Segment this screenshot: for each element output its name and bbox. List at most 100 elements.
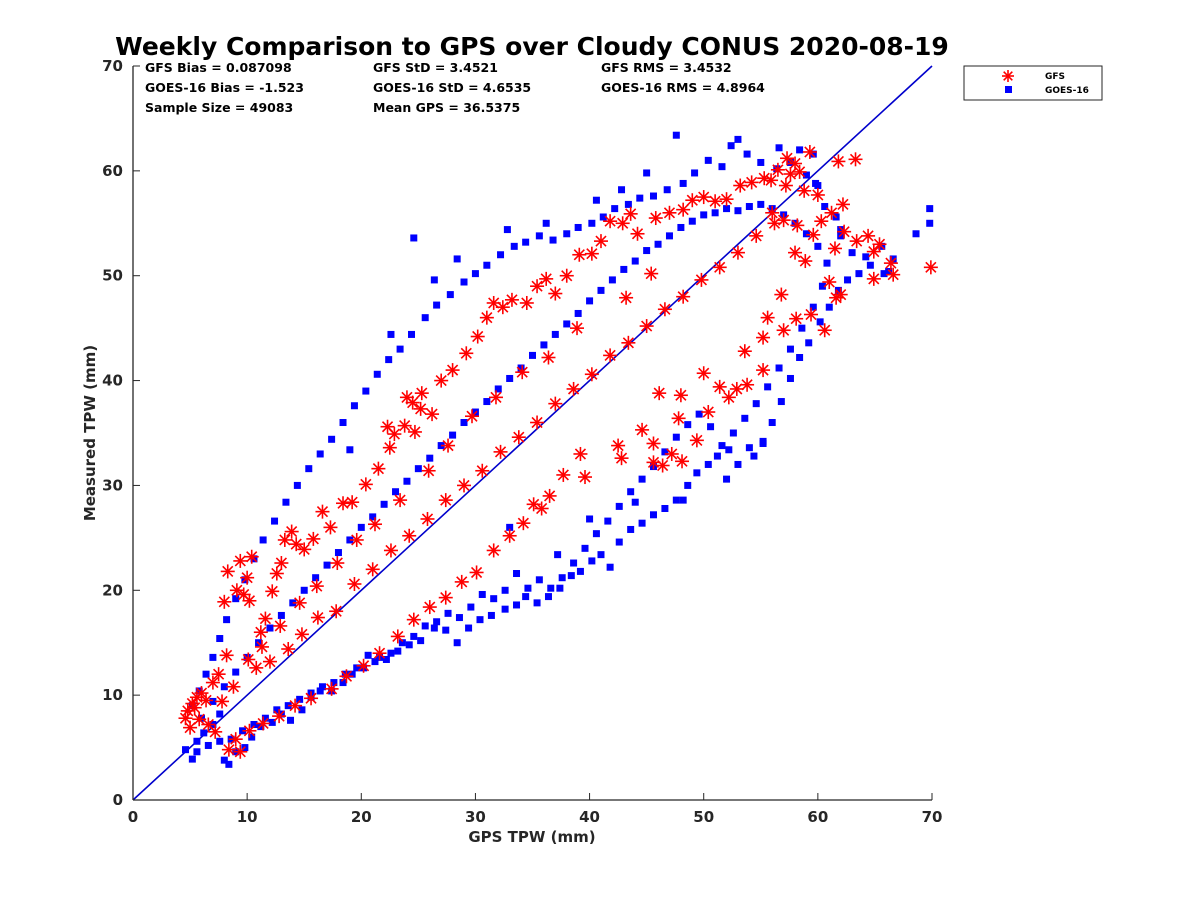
gfs-point <box>530 279 545 294</box>
goes16-point <box>200 729 208 737</box>
y-tick-label: 40 <box>102 372 123 390</box>
gfs-point <box>603 348 618 363</box>
goes16-point <box>734 207 742 215</box>
goes16-point <box>638 519 646 527</box>
goes16-point <box>679 179 687 187</box>
gfs-point <box>737 344 752 359</box>
goes16-point <box>282 498 290 506</box>
x-axis-label: GPS TPW (mm) <box>468 828 595 846</box>
gfs-point <box>269 566 284 581</box>
goes16-point <box>421 314 429 322</box>
x-tick-label: 30 <box>465 808 486 826</box>
gfs-point <box>493 444 508 459</box>
goes16-point <box>506 374 514 382</box>
gfs-point <box>438 590 453 605</box>
goes16-point <box>430 624 438 632</box>
goes16-point <box>316 687 324 695</box>
goes16-point <box>581 544 589 552</box>
goes16-point <box>483 398 491 406</box>
goes16-point <box>364 651 372 659</box>
gfs-point <box>817 323 832 338</box>
gfs-point <box>329 604 344 619</box>
goes16-point <box>818 282 826 290</box>
chart-title: Weekly Comparison to GPS over Cloudy CON… <box>115 32 949 61</box>
gfs-point <box>349 532 364 547</box>
goes16-point <box>768 419 776 427</box>
gfs-point <box>194 686 209 701</box>
goes16-point <box>296 695 304 703</box>
goes16-point <box>798 324 806 332</box>
goes16-point <box>433 618 441 626</box>
gfs-point <box>324 681 339 696</box>
legend: GFS GOES-16 <box>963 65 1103 101</box>
gfs-point <box>780 151 795 166</box>
goes16-point <box>232 595 240 603</box>
gfs-point <box>220 564 235 579</box>
goes16-point <box>513 601 521 609</box>
gfs-point <box>413 401 428 416</box>
gfs-point <box>390 629 405 644</box>
y-tick-label: 20 <box>102 581 123 599</box>
goes16-point <box>318 683 326 691</box>
goes16-point <box>727 142 735 150</box>
legend-box <box>963 65 1103 101</box>
goes16-point <box>387 330 395 338</box>
gfs-point <box>273 618 288 633</box>
goes16-point <box>501 605 509 613</box>
goes16-point <box>261 714 269 722</box>
goes16-point <box>661 504 669 512</box>
gfs-point <box>765 205 780 220</box>
gfs-point <box>382 440 397 455</box>
gfs-point <box>662 205 677 220</box>
goes16-point <box>704 460 712 468</box>
goes16-point <box>223 616 231 624</box>
goes16-point <box>410 234 418 242</box>
gfs-point <box>712 260 727 275</box>
goes16-point <box>606 563 614 571</box>
gfs-point <box>470 329 485 344</box>
goes16-point <box>677 223 685 231</box>
gfs-point <box>304 691 319 706</box>
goes16-point <box>216 710 224 718</box>
goes16-point <box>718 442 726 450</box>
gfs-point <box>611 438 626 453</box>
goes16-point <box>608 276 616 284</box>
goes16-point <box>695 410 703 418</box>
goes16-point <box>718 163 726 171</box>
gfs-point <box>806 227 821 242</box>
goes16-point <box>570 559 578 567</box>
goes16-point <box>713 452 721 460</box>
legend-gfs-label: GFS <box>1045 72 1065 82</box>
y-tick-label: 0 <box>113 791 123 809</box>
goes16-point <box>542 219 550 227</box>
goes16-point <box>220 756 228 764</box>
goes16-point <box>513 570 521 578</box>
goes16-point <box>700 211 708 219</box>
gfs-point <box>459 346 474 361</box>
goes16-point <box>704 156 712 164</box>
gfs-point <box>420 511 435 526</box>
goes16-point <box>615 502 623 510</box>
goes16-point <box>312 574 320 582</box>
y-ticks: 0 10 20 30 40 50 60 70 <box>102 57 140 809</box>
gfs-point <box>233 744 248 759</box>
gfs-point <box>623 206 638 221</box>
goes16-point <box>316 450 324 458</box>
goes16-point <box>752 400 760 408</box>
gfs-point <box>272 709 287 724</box>
gfs-point <box>262 654 277 669</box>
gfs-point <box>292 595 307 610</box>
gfs-point <box>309 579 324 594</box>
gfs-point <box>367 517 382 532</box>
gfs-point <box>708 194 723 209</box>
gfs-point <box>603 214 618 229</box>
x-ticks: 0 10 20 30 40 50 60 70 <box>128 793 942 826</box>
goes16-point <box>661 448 669 456</box>
gfs-point <box>810 187 825 202</box>
gfs-point <box>721 390 736 405</box>
goes16-point <box>567 572 575 580</box>
gfs-point <box>504 292 519 307</box>
gfs-point <box>297 542 312 557</box>
goes16-point <box>620 265 628 273</box>
x-tick-label: 0 <box>128 808 138 826</box>
